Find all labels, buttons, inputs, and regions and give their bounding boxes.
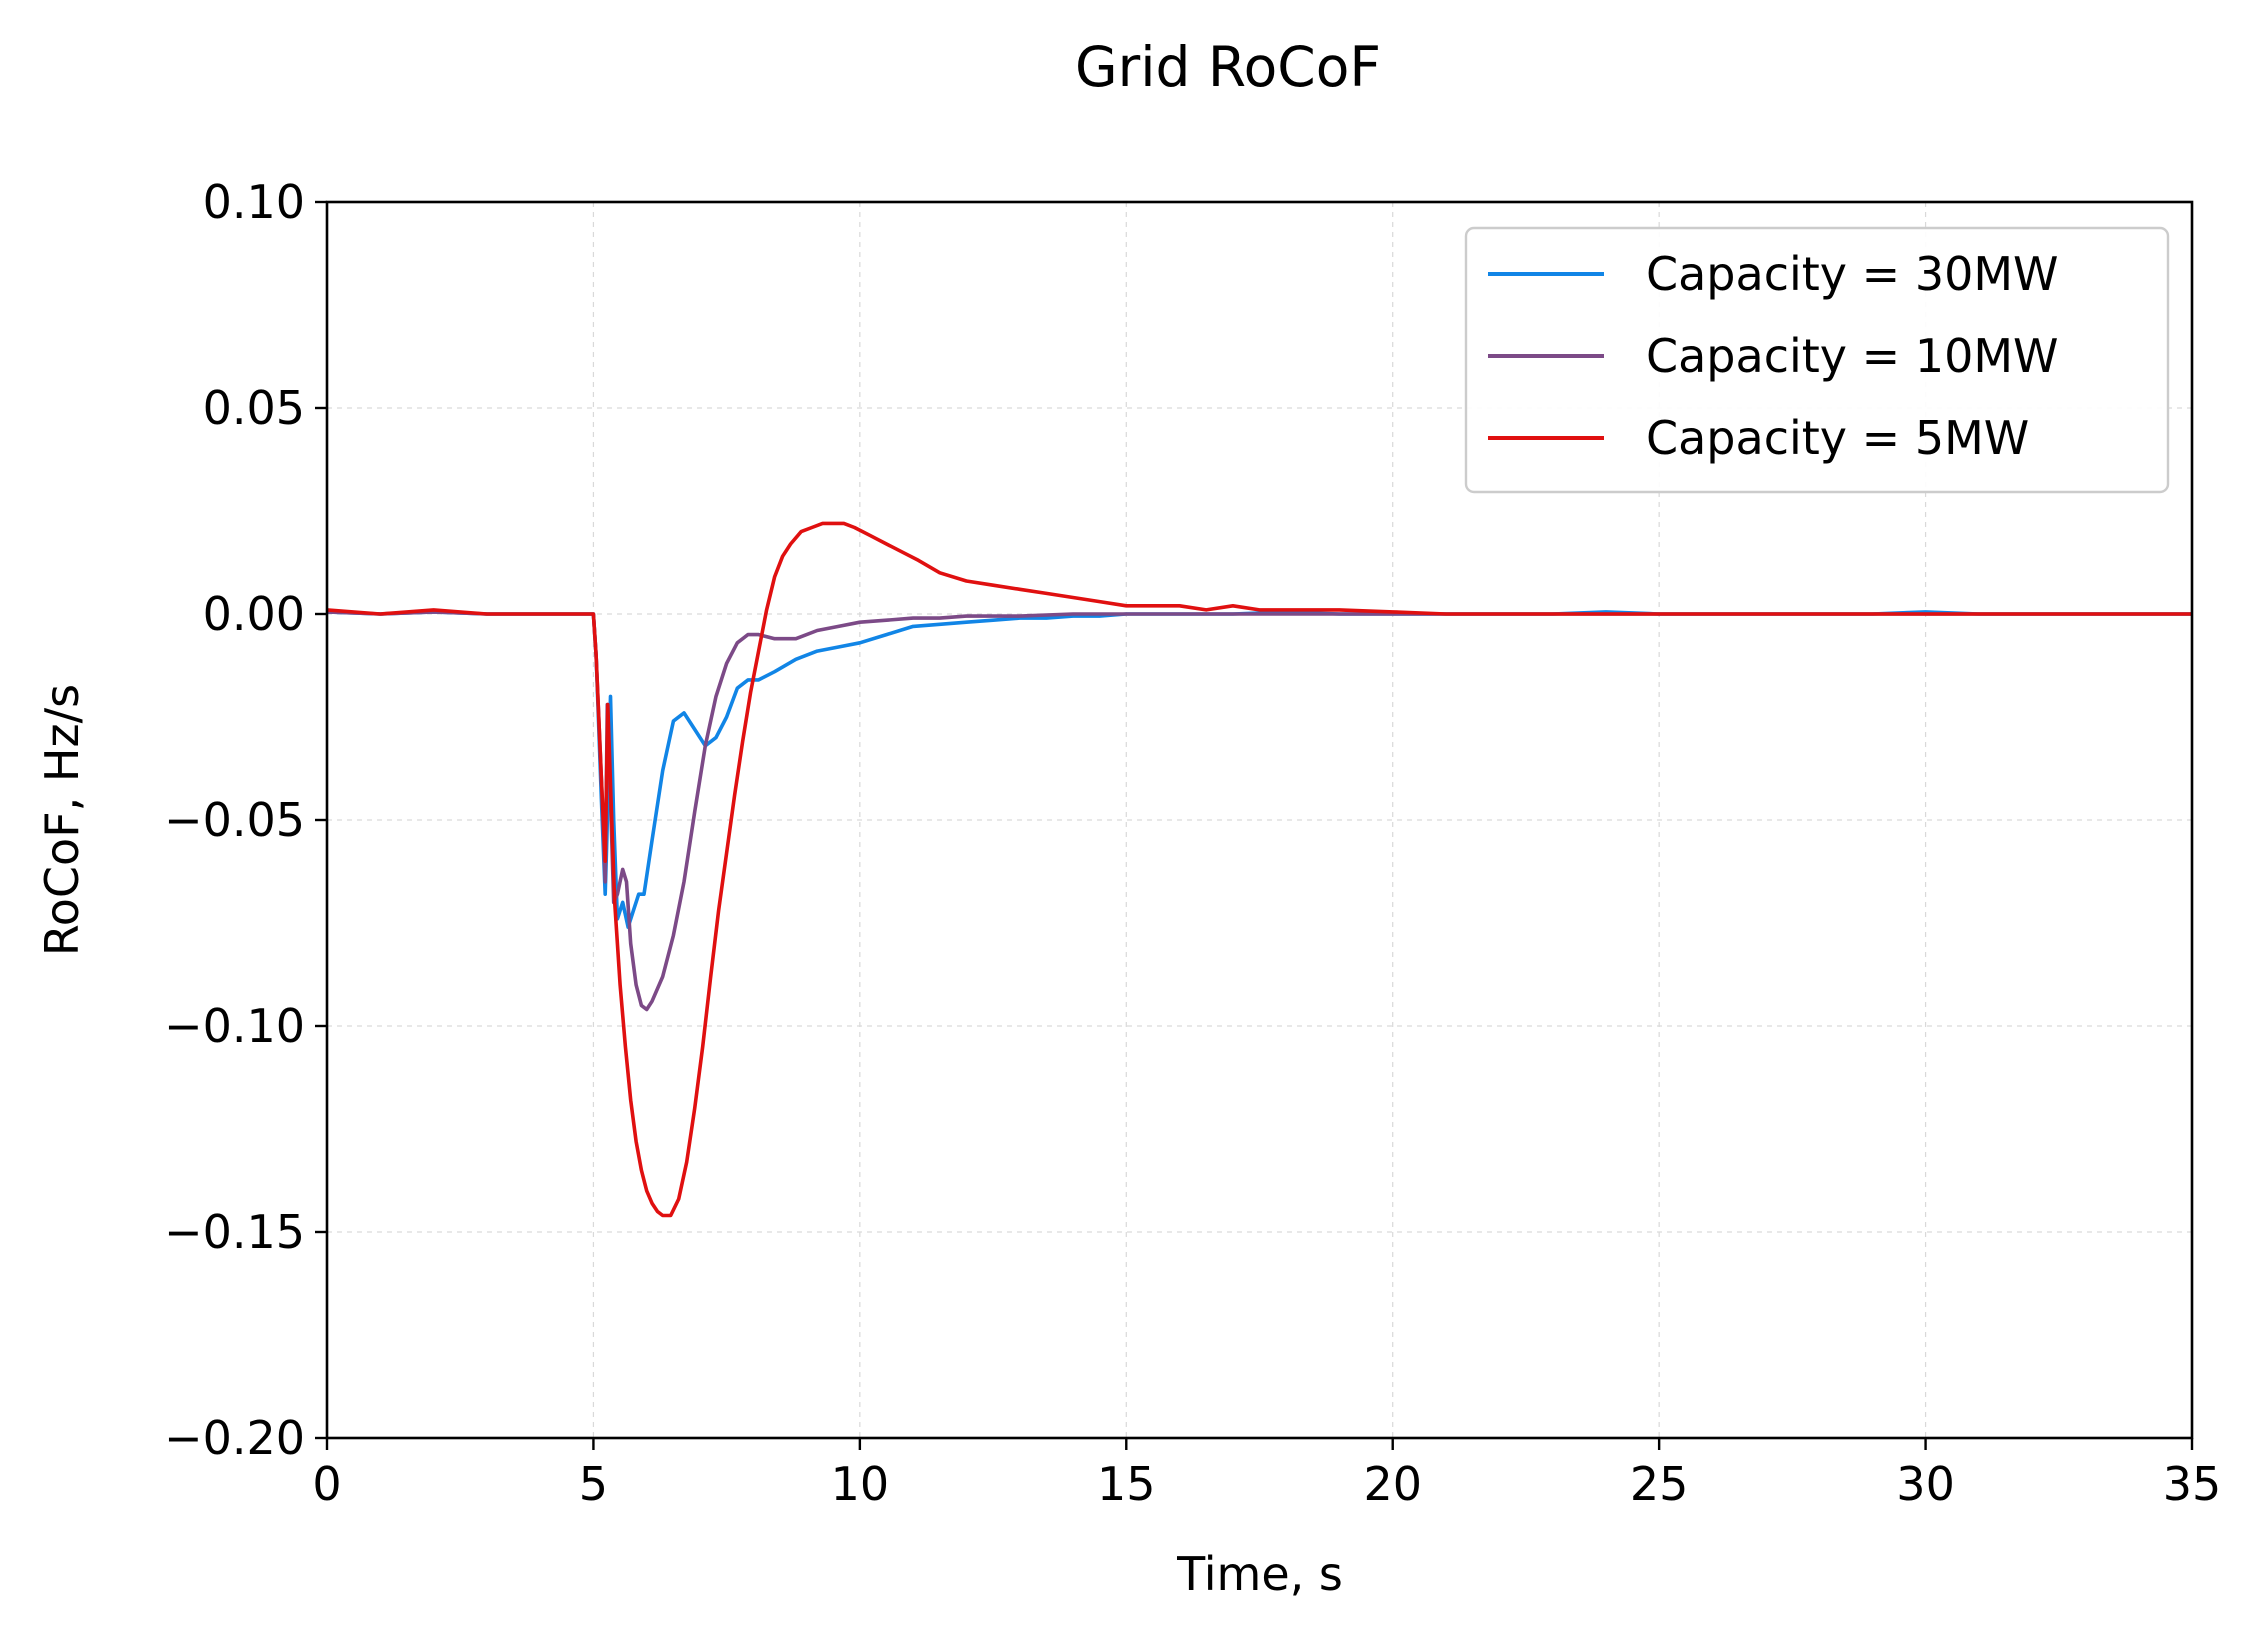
x-tick-label: 15 <box>1097 1457 1156 1511</box>
legend: Capacity = 30MW Capacity = 10MW Capacity =… <box>1464 226 2170 494</box>
plot-area <box>327 521 2192 1218</box>
y-tick-label: −0.15 <box>164 1205 305 1259</box>
x-axis-label: Time, s <box>1176 1547 1343 1601</box>
legend-label-1: Capacity = 10MW <box>1646 329 2059 383</box>
y-tick-label: −0.05 <box>164 793 305 847</box>
x-tick-label: 5 <box>579 1457 608 1511</box>
y-tick-label: 0.00 <box>203 587 305 641</box>
x-tick-label: 20 <box>1363 1457 1422 1511</box>
x-tick-label: 35 <box>2163 1457 2222 1511</box>
x-tick-label: 0 <box>312 1457 341 1511</box>
y-tick-label: 0.05 <box>203 381 305 435</box>
chart-title: Grid RoCoF <box>1075 35 1381 99</box>
y-tick-label: −0.10 <box>164 999 305 1053</box>
y-tick-label: −0.20 <box>164 1411 305 1465</box>
y-tick-label: 0.10 <box>203 175 305 229</box>
y-axis: 0.10 0.05 0.00 −0.05 −0.10 −0.15 −0.20 <box>164 175 327 1465</box>
x-axis: 0 5 10 15 20 25 30 35 <box>312 1438 2221 1511</box>
legend-label-2: Capacity = 5MW <box>1646 411 2029 465</box>
y-axis-label: RoCoF, Hz/s <box>35 684 89 956</box>
x-tick-label: 10 <box>831 1457 890 1511</box>
series-line-2 <box>327 521 2192 1218</box>
x-tick-label: 30 <box>1896 1457 1955 1511</box>
x-tick-label: 25 <box>1630 1457 1689 1511</box>
legend-label-0: Capacity = 30MW <box>1646 247 2059 301</box>
legend-box <box>1464 226 2170 494</box>
